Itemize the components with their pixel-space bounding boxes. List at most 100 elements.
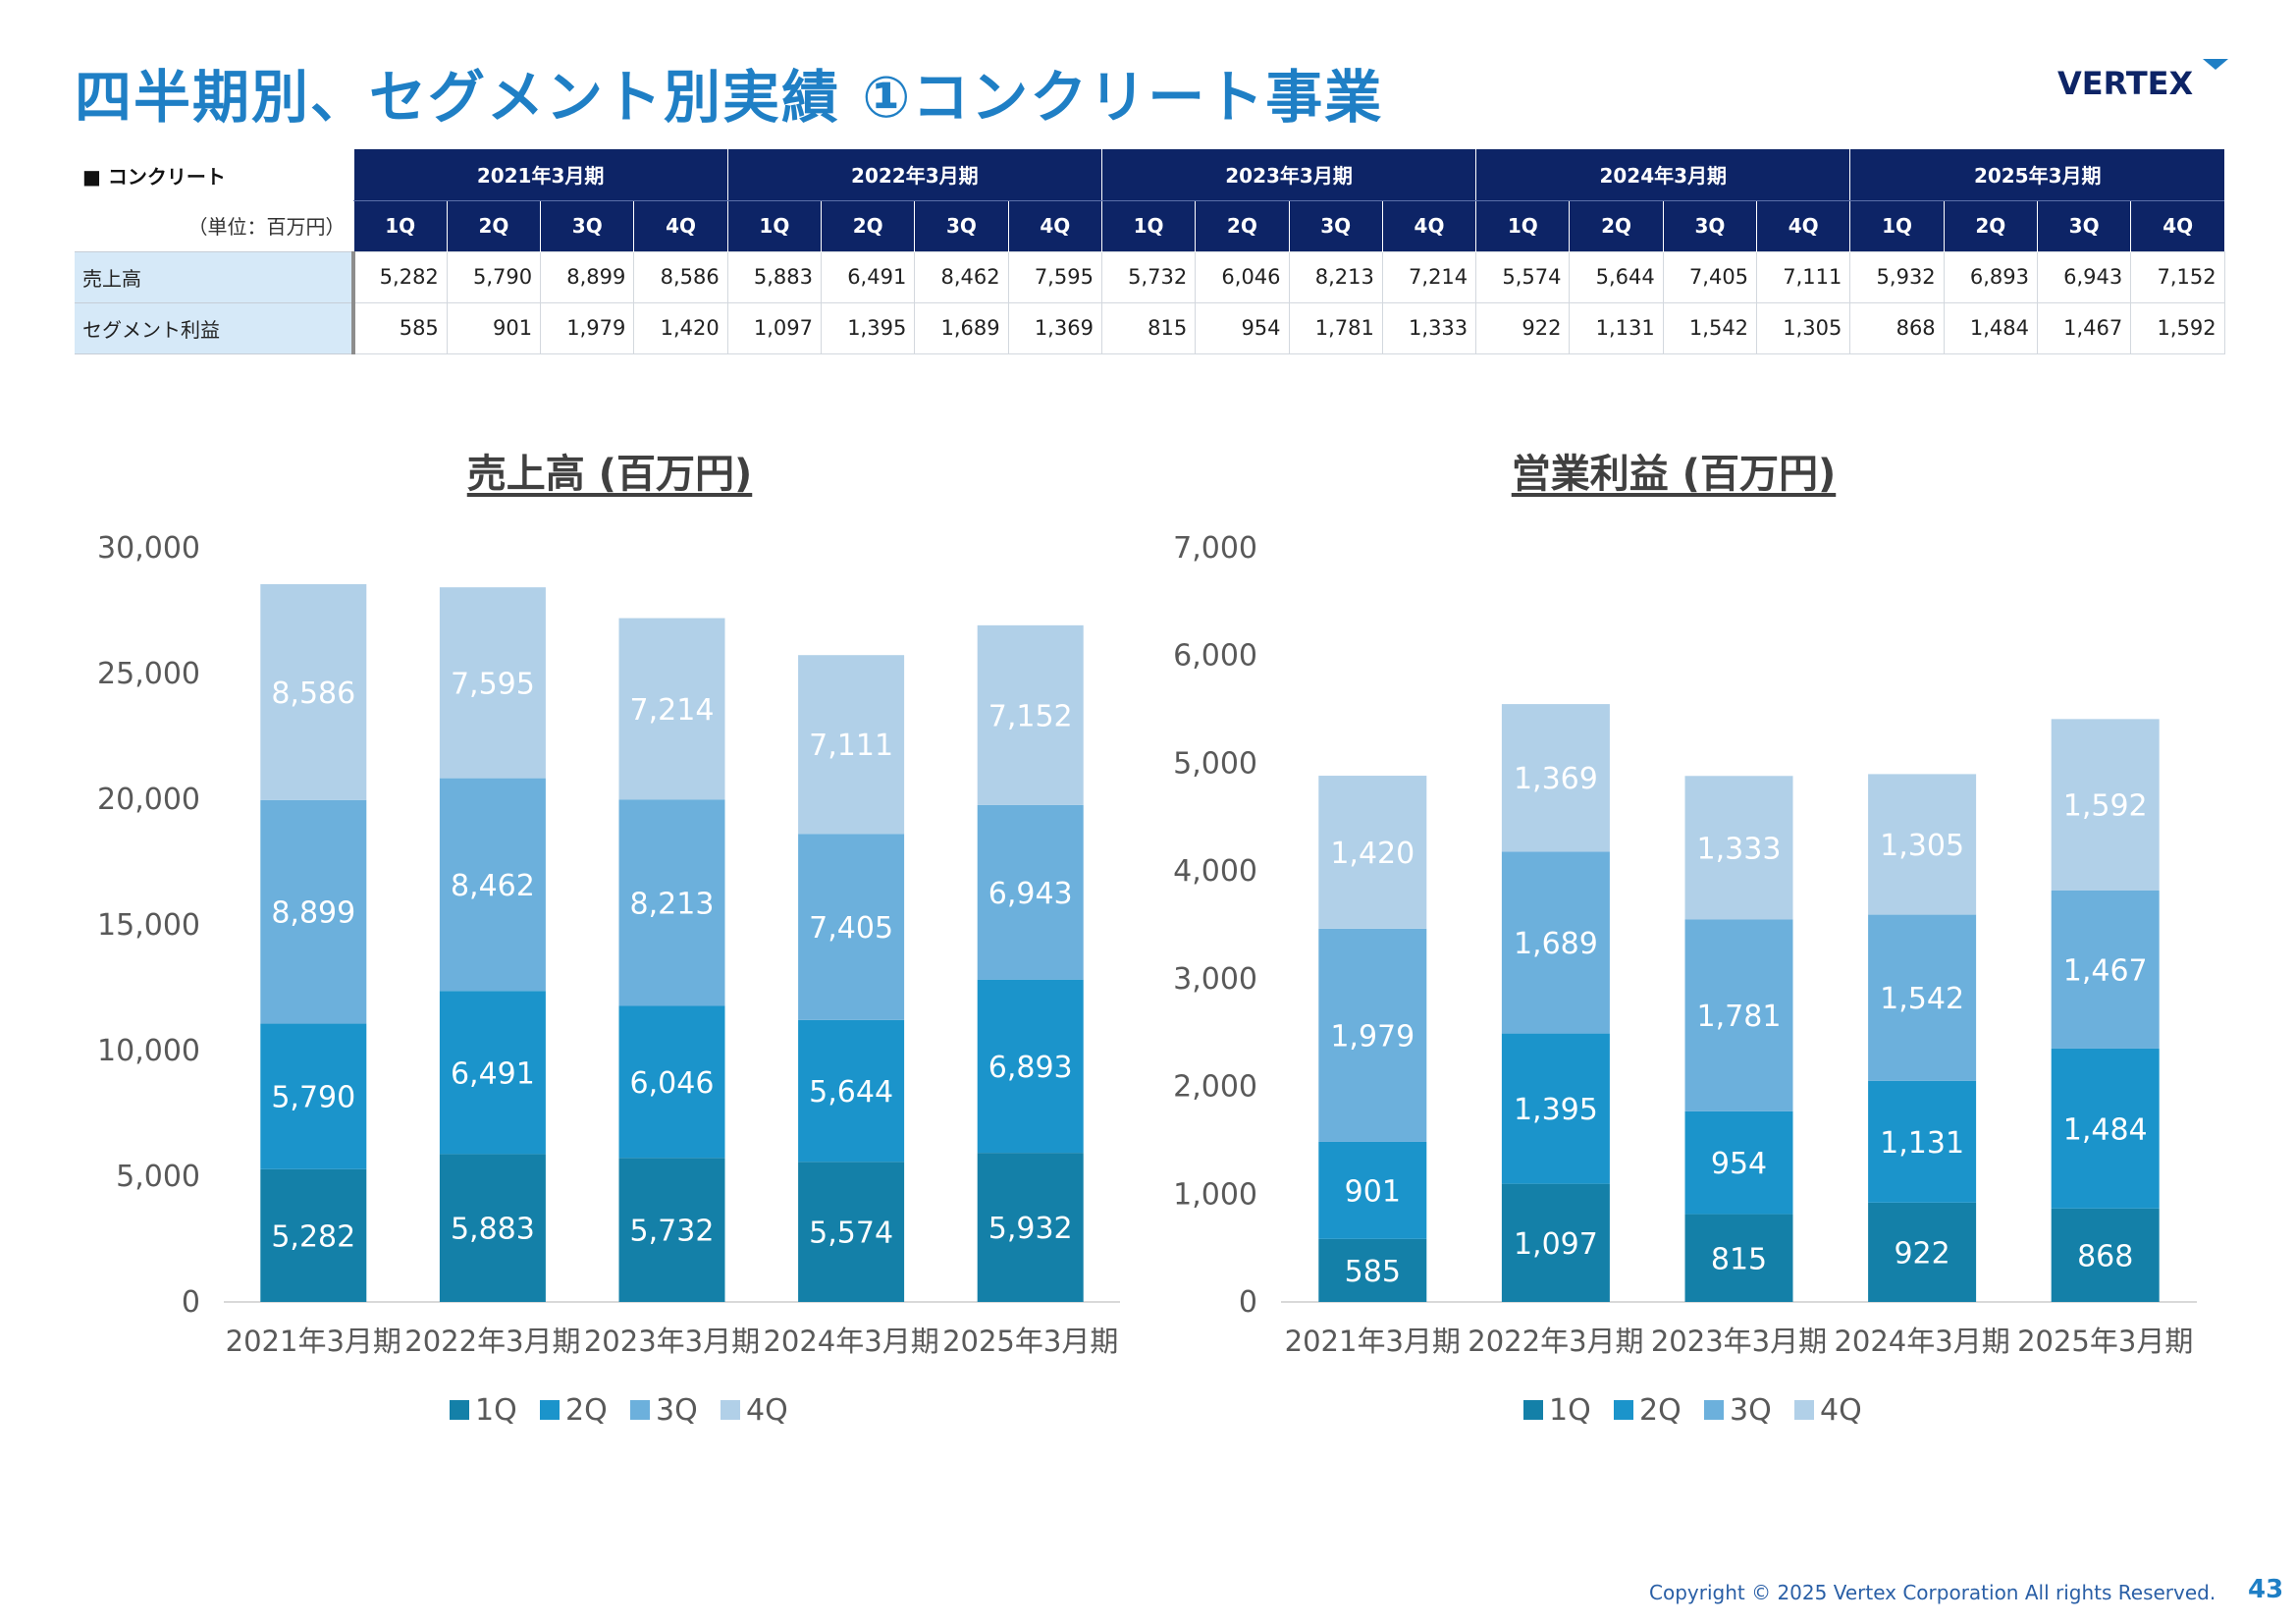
x-tick-label: 2021年3月期 (226, 1325, 401, 1358)
y-tick-label: 1,000 (1173, 1177, 1257, 1212)
table-quarter-header: 1Q (352, 200, 448, 251)
bar-segment (798, 655, 905, 835)
bar-segment (260, 1023, 367, 1169)
table-quarter-header: 1Q (726, 200, 822, 251)
copyright: Copyright © 2025 Vertex Corporation All … (1649, 1581, 2216, 1604)
data-label: 5,732 (630, 1215, 715, 1249)
bar-segment (1684, 1110, 1793, 1215)
y-tick-label: 3,000 (1173, 962, 1257, 997)
legend-swatch (721, 1400, 740, 1420)
data-label: 7,595 (451, 667, 535, 701)
bar-segment (1868, 1202, 1977, 1302)
table-quarter-header: 3Q (540, 200, 634, 251)
table-row: セグメント利益 585 901 1,979 1,420 1,097 1,395 1,689 1,… (75, 301, 2225, 354)
data-label: 868 (2077, 1239, 2133, 1273)
bar-segment (618, 618, 725, 800)
bar-segment (977, 624, 1084, 805)
data-label: 1,305 (1880, 829, 1964, 863)
bar-segment (618, 1005, 725, 1159)
x-tick-label: 2023年3月期 (1651, 1325, 1827, 1358)
table-quarter-header: 1Q (1849, 200, 1945, 251)
legend-swatch (1614, 1400, 1633, 1420)
table-cell: 1,097 (726, 301, 823, 354)
table-quarter-header: 4Q (2130, 200, 2225, 251)
bar-segment (798, 834, 905, 1020)
segment-table: ■ コンクリート 2021年3月期 2022年3月期 2023年3月期 2024年3月期… (75, 149, 2225, 354)
table-cell: 1,131 (1569, 301, 1664, 354)
y-tick-label: 25,000 (97, 657, 200, 691)
profit-chart-title: 営業利益 (百万円) (1511, 452, 1837, 497)
table-cell: 6,943 (2036, 250, 2132, 303)
bar-segment (2051, 1208, 2160, 1302)
y-tick-label: 30,000 (97, 531, 200, 566)
y-tick-label: 5,000 (116, 1160, 200, 1194)
data-label: 1,131 (1880, 1126, 1964, 1161)
table-cell: 8,213 (1288, 250, 1383, 303)
legend-label: 3Q (656, 1393, 698, 1428)
table-cell: 7,111 (1756, 250, 1851, 303)
table-cell: 1,689 (914, 301, 1009, 354)
logo-mark-icon (2203, 59, 2228, 70)
data-label: 7,111 (809, 729, 893, 763)
legend-swatch (1794, 1400, 1814, 1420)
table-cell: 5,932 (1849, 250, 1945, 303)
bar-segment (1868, 914, 1977, 1081)
bar-segment (977, 1153, 1084, 1302)
table-cell: 1,369 (1007, 301, 1102, 354)
table-quarter-header: 4Q (1381, 200, 1476, 251)
bar-segment (439, 991, 546, 1155)
table-cell: 1,592 (2130, 301, 2225, 354)
legend-label: 2Q (565, 1393, 608, 1428)
table-quarter-header: 3Q (2036, 200, 2131, 251)
bar-segment (439, 1154, 546, 1302)
table-year-header: 2023年3月期 (1100, 149, 1476, 201)
table-cell: 6,491 (821, 250, 916, 303)
data-label: 7,405 (809, 911, 893, 946)
bar-segment (1684, 1214, 1793, 1302)
x-tick-label: 2025年3月期 (942, 1325, 1118, 1358)
sales-chart-title: 売上高 (百万円) (466, 452, 753, 497)
table-quarter-header: 4Q (1756, 200, 1850, 251)
x-tick-label: 2024年3月期 (1834, 1325, 2009, 1358)
data-label: 5,932 (988, 1212, 1073, 1246)
bar-segment (1318, 1141, 1427, 1239)
data-label: 5,282 (271, 1219, 355, 1254)
table-quarter-header: 2Q (1943, 200, 2038, 251)
data-label: 1,369 (1514, 762, 1598, 796)
table-unit-label: （単位：百万円） (187, 215, 346, 240)
table-cell: 585 (352, 301, 448, 354)
data-label: 6,046 (630, 1066, 715, 1101)
table-quarter-header: 3Q (1662, 200, 1757, 251)
table-cell: 1,467 (2036, 301, 2132, 354)
table-cell: 868 (1849, 301, 1945, 354)
table-year-header: 2021年3月期 (352, 149, 728, 201)
table-quarter-header: 2Q (446, 200, 541, 251)
table-cell: 5,732 (1100, 250, 1197, 303)
bar-segment (1501, 704, 1610, 852)
legend-swatch (630, 1400, 650, 1420)
table-cell: 815 (1100, 301, 1197, 354)
y-tick-label: 5,000 (1173, 746, 1257, 781)
table-cell: 5,282 (352, 250, 448, 303)
x-tick-label: 2025年3月期 (2017, 1325, 2193, 1358)
profit-chart-svg: 0 1,000 2,000 3,000 4,000 5,000 6,000 7,000 585 9… (1173, 531, 2197, 1428)
bar-segment (618, 1158, 725, 1302)
table-quarter-header: 1Q (1100, 200, 1196, 251)
y-tick-label: 0 (1239, 1285, 1257, 1320)
page-number: 43 (2248, 1575, 2284, 1604)
table-cell: 8,899 (540, 250, 635, 303)
sales-chart-svg: 0 5,000 10,000 15,000 20,000 25,000 30,000 5,28… (97, 531, 1120, 1428)
table-quarter-header: 2Q (1195, 200, 1290, 251)
data-label: 1,097 (1514, 1227, 1598, 1262)
legend-swatch (1523, 1400, 1543, 1420)
logo-text: VERTEX (2057, 65, 2194, 98)
bar-segment (977, 804, 1084, 980)
data-label: 6,893 (988, 1051, 1073, 1085)
data-label: 5,644 (809, 1075, 893, 1110)
table-cell: 7,152 (2130, 250, 2225, 303)
table-row-label: セグメント利益 (75, 301, 355, 354)
table-cell: 1,781 (1288, 301, 1383, 354)
table-cell: 1,484 (1943, 301, 2038, 354)
bar-segment (1318, 1238, 1427, 1302)
table-quarter-header: 2Q (1569, 200, 1664, 251)
